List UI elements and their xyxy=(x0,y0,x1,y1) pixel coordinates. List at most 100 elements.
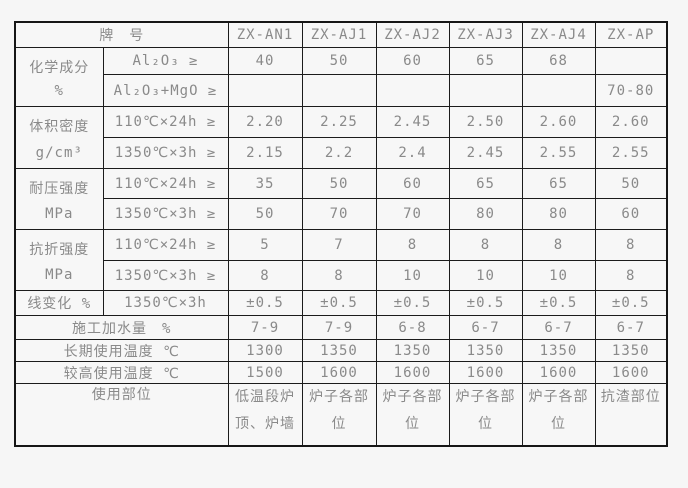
condition-cell: 1350℃×3h ≥ xyxy=(102,260,229,291)
condition-cell: 1350℃×3h ≥ xyxy=(102,137,229,169)
value-cell xyxy=(301,74,377,107)
value-cell: 50 xyxy=(301,47,377,75)
value-cell: 1350 xyxy=(301,339,377,362)
condition-cell: 1350℃×3h ≥ xyxy=(102,198,229,230)
value-cell: 2.25 xyxy=(301,106,377,138)
value-cell: 2.50 xyxy=(448,106,523,138)
category-unit: g/cm³ xyxy=(35,145,83,161)
condition-cell: 1350℃×3h xyxy=(102,290,229,316)
table-row: Al₂O₃+MgO ≥ 70-80 xyxy=(15,74,668,107)
value-cell: 60 xyxy=(375,47,450,75)
value-cell xyxy=(521,74,596,107)
row-label-cell: 线变化 % xyxy=(14,290,104,316)
row-label-cell: 施工加水量 % xyxy=(14,315,229,340)
category-cell: 化学成分 % xyxy=(14,47,104,107)
value-cell: 1350 xyxy=(594,339,668,362)
condition-cell: 110℃×24h ≥ xyxy=(102,168,229,199)
condition-cell: Al₂O₃ ≥ xyxy=(102,47,229,75)
value-cell: 2.60 xyxy=(594,106,668,138)
table-row: 耐压强度 MPa 110℃×24h ≥ 35 50 60 65 65 50 xyxy=(14,168,668,230)
category-label: 体积密度 xyxy=(29,119,90,135)
value-cell: 2.55 xyxy=(594,137,668,169)
value-cell: 60 xyxy=(594,198,668,230)
value-cell: ±0.5 xyxy=(301,290,377,316)
value-cell: 2.4 xyxy=(375,137,450,169)
value-cell xyxy=(594,47,668,75)
value-cell: 65 xyxy=(521,168,596,199)
table-row: 体积密度 g/cm³ 110℃×24h ≥ 2.20 2.25 2.45 2.5… xyxy=(14,106,668,169)
application-cell: 炉子各部位 xyxy=(375,383,450,447)
value-cell: 10 xyxy=(375,260,450,291)
value-cell: 6-7 xyxy=(594,315,668,340)
value-cell: 10 xyxy=(448,260,523,291)
table-row: 化学成分 % Al₂O₃ ≥ 40 50 60 65 68 xyxy=(14,47,668,107)
table-row: 1350℃×3h ≥ 2.15 2.2 2.4 2.45 2.55 2.55 xyxy=(15,137,668,169)
value-cell: 50 xyxy=(301,168,377,199)
value-cell: 1600 xyxy=(301,361,377,384)
value-cell: ±0.5 xyxy=(594,290,668,316)
table-row: 抗折强度 MPa 110℃×24h ≥ 5 7 8 8 8 8 xyxy=(14,229,668,291)
value-cell: 1350 xyxy=(375,339,450,362)
value-cell: 8 xyxy=(594,260,668,291)
value-cell: 1600 xyxy=(521,361,596,384)
value-cell: 1300 xyxy=(227,339,303,362)
application-cell: 抗渣部位 xyxy=(594,383,668,447)
table-row: 线变化 % 1350℃×3h ±0.5 ±0.5 ±0.5 ±0.5 ±0.5 … xyxy=(14,290,668,316)
value-cell: 35 xyxy=(227,168,303,199)
table-row: 施工加水量 % 7-9 7-9 6-8 6-7 6-7 6-7 xyxy=(14,315,668,340)
table-row: 1350℃×3h ≥ 8 8 10 10 10 8 xyxy=(15,260,668,291)
value-cell: 2.15 xyxy=(227,137,303,169)
value-cell: 2.45 xyxy=(448,137,523,169)
value-cell: 2.20 xyxy=(227,106,303,138)
value-cell: 60 xyxy=(375,168,450,199)
category-cell: 体积密度 g/cm³ xyxy=(14,106,104,169)
value-cell: 70 xyxy=(301,198,377,230)
application-cell: 炉子各部位 xyxy=(448,383,523,447)
table-row: 牌 号 ZX-AN1 ZX-AJ1 ZX-AJ2 ZX-AJ3 ZX-AJ4 Z… xyxy=(14,21,668,48)
spec-sheet: 牌 号 ZX-AN1 ZX-AJ1 ZX-AJ2 ZX-AJ3 ZX-AJ4 Z… xyxy=(14,21,668,447)
value-cell: 40 xyxy=(227,47,303,75)
value-cell: 8 xyxy=(301,260,377,291)
application-cell: 炉子各部位 xyxy=(521,383,596,447)
model-header-cell: ZX-AJ2 xyxy=(375,21,450,48)
value-cell: 2.2 xyxy=(301,137,377,169)
application-cell: 低温段炉顶、炉墙 xyxy=(227,383,303,447)
category-unit: % xyxy=(54,83,64,99)
value-cell: 10 xyxy=(521,260,596,291)
value-cell: ±0.5 xyxy=(448,290,523,316)
value-cell: 1350 xyxy=(521,339,596,362)
value-cell: 70-80 xyxy=(594,74,668,107)
value-cell: 6-7 xyxy=(448,315,523,340)
value-cell: ±0.5 xyxy=(521,290,596,316)
application-cell: 炉子各部位 xyxy=(301,383,377,447)
category-unit: MPa xyxy=(45,206,74,222)
category-unit: MPa xyxy=(45,267,74,283)
table-row: 1350℃×3h ≥ 50 70 70 80 80 60 xyxy=(15,198,668,230)
value-cell: 80 xyxy=(521,198,596,230)
value-cell: 7 xyxy=(301,229,377,261)
value-cell: 5 xyxy=(227,229,303,261)
product-spec-table: 牌 号 ZX-AN1 ZX-AJ1 ZX-AJ2 ZX-AJ3 ZX-AJ4 Z… xyxy=(14,21,668,447)
model-header-cell: ZX-AP xyxy=(594,21,668,48)
brand-header-cell: 牌 号 xyxy=(14,21,229,48)
category-cell: 耐压强度 MPa xyxy=(14,168,104,230)
table-row: 使用部位 低温段炉顶、炉墙 炉子各部位 炉子各部位 炉子各部位 炉子各部位 抗渣… xyxy=(14,383,668,447)
condition-cell: 110℃×24h ≥ xyxy=(102,229,229,261)
value-cell: 50 xyxy=(227,198,303,230)
value-cell: 1500 xyxy=(227,361,303,384)
value-cell: 8 xyxy=(448,229,523,261)
row-label-cell: 长期使用温度 ℃ xyxy=(14,339,229,362)
value-cell: 6-8 xyxy=(375,315,450,340)
condition-cell: 110℃×24h ≥ xyxy=(102,106,229,138)
value-cell: 2.55 xyxy=(521,137,596,169)
value-cell: 68 xyxy=(521,47,596,75)
value-cell xyxy=(375,74,450,107)
value-cell: 7-9 xyxy=(227,315,303,340)
model-header-cell: ZX-AN1 xyxy=(227,21,303,48)
value-cell: ±0.5 xyxy=(227,290,303,316)
category-label: 抗折强度 xyxy=(29,242,90,258)
value-cell: 65 xyxy=(448,47,523,75)
value-cell xyxy=(227,74,303,107)
row-label-cell: 较高使用温度 ℃ xyxy=(14,361,229,384)
value-cell: 1600 xyxy=(448,361,523,384)
